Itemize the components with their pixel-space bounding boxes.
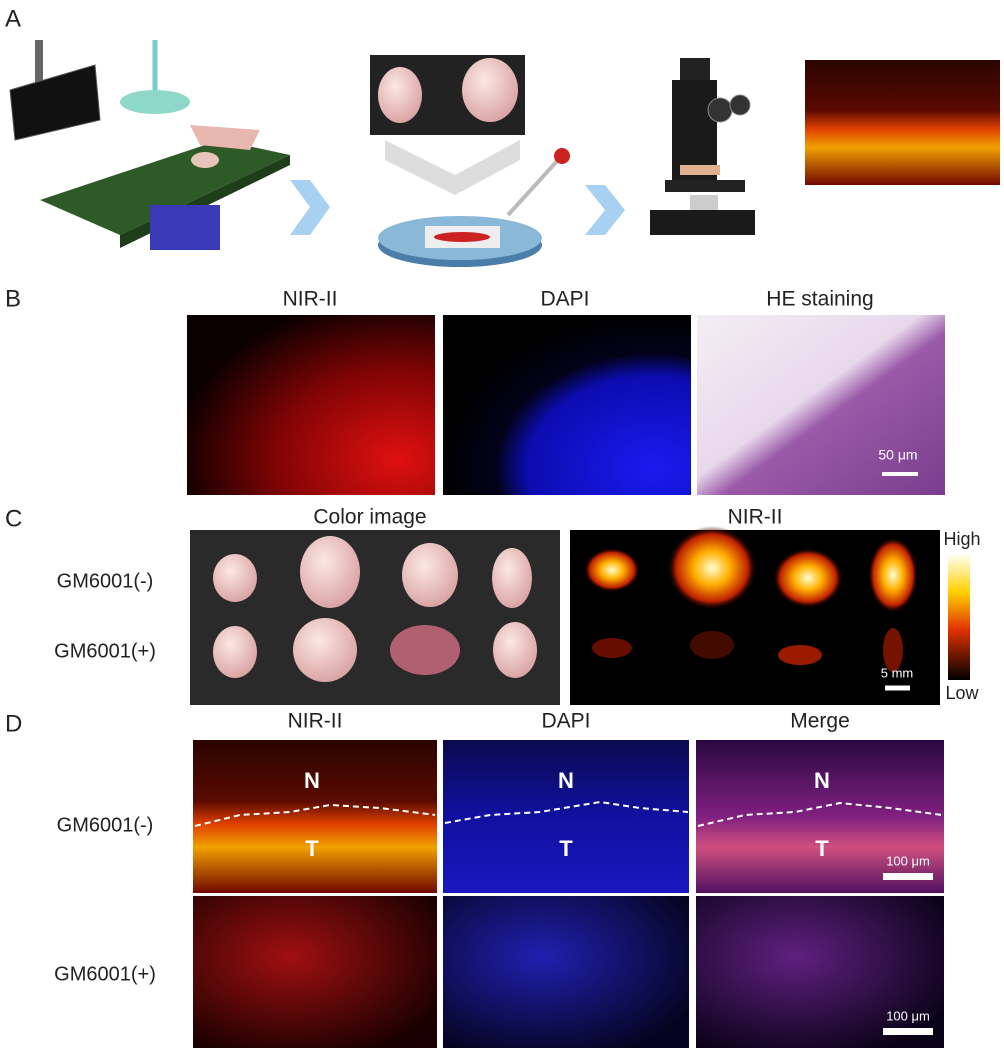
scale-bar [883,1028,933,1035]
scale-bar-label: 100 μm [886,1008,930,1023]
nir-image [193,896,437,1048]
colorbar [948,555,970,680]
panel-label: B [5,285,21,312]
scale-bar-label: 100 μm [886,853,930,868]
normal-region-label: N [304,768,320,793]
scale-bar-label: 5 mm [881,665,914,680]
row-label: GM6001(-) [57,570,154,592]
colorbar-low-label: Low [945,683,979,703]
workflow-illustration [9,40,1000,267]
column-title: Merge [790,710,850,733]
column-title: DAPI [541,710,590,733]
scale-bar-label: 50 μm [878,447,917,463]
dapi-image [443,315,691,495]
normal-region-label: N [558,768,574,793]
column-title: NIR-II [283,288,338,311]
tumor-region-label: T [305,836,319,861]
tumor-region-label: T [559,836,573,861]
row-label: GM6001(-) [57,814,154,836]
he-image [697,315,945,495]
merge-image [696,740,944,893]
nir-image [187,315,435,495]
merge-image [696,896,944,1048]
tumor-photos [213,536,537,682]
nir-signals [584,526,918,672]
row-label: GM6001(+) [54,640,156,662]
tumor-region-label: T [815,836,829,861]
column-title: DAPI [540,288,589,311]
column-title: Color image [313,506,426,529]
normal-region-label: N [814,768,830,793]
panel-label: A [5,5,21,32]
panel-label: C [5,505,22,532]
column-title: HE staining [766,288,873,311]
boundary-line [194,800,943,827]
colorbar-high-label: High [943,529,980,549]
dapi-image [443,896,689,1048]
dapi-image [443,740,689,893]
column-title: NIR-II [728,506,783,529]
nir-image [193,740,437,893]
row-label: GM6001(+) [54,963,156,985]
scale-bar [883,873,933,880]
panel-label: D [5,710,22,737]
column-title: NIR-II [288,710,343,733]
